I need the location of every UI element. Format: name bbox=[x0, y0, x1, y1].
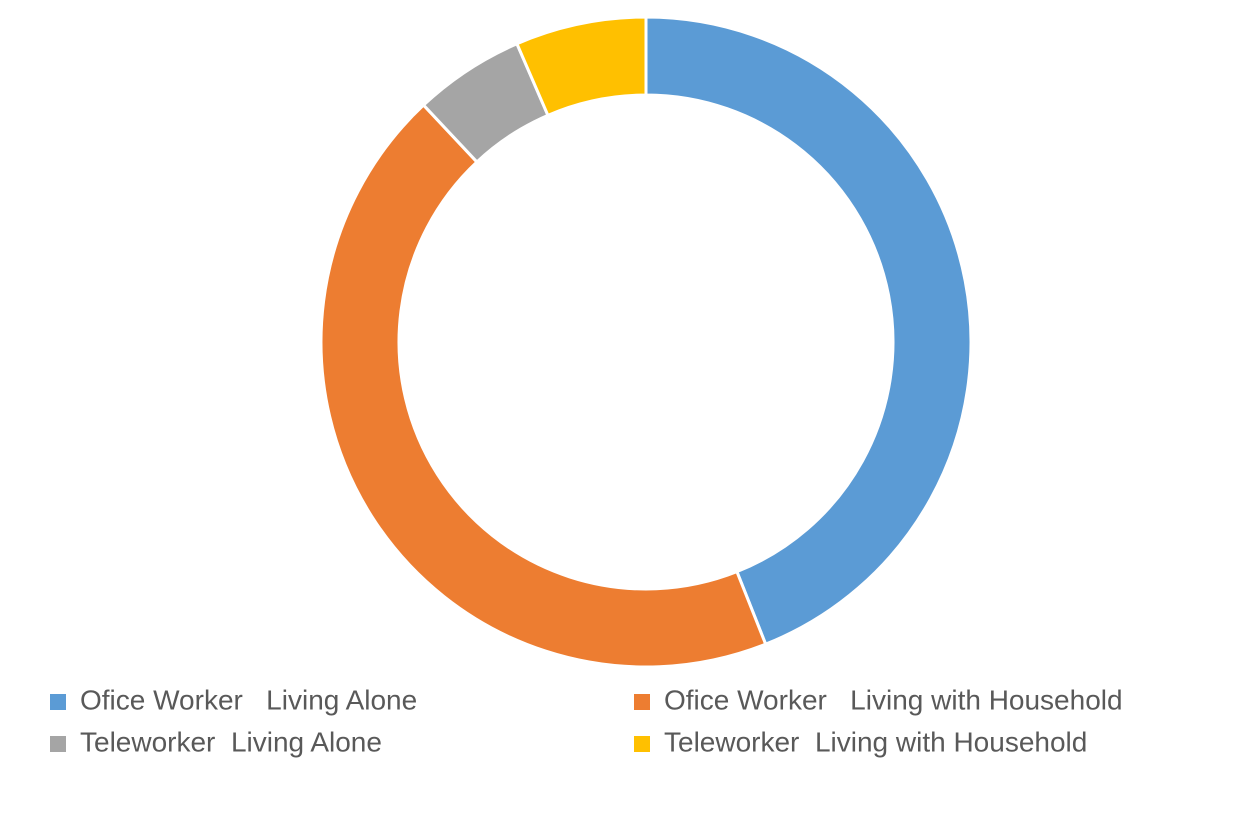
donut-slice bbox=[319, 102, 768, 669]
donut-slice bbox=[514, 15, 648, 118]
legend-swatch bbox=[634, 694, 650, 710]
legend-swatch bbox=[50, 736, 66, 752]
legend-label: Ofice Worker Living with Household bbox=[664, 684, 1123, 715]
legend-label: Teleworker Living with Household bbox=[664, 726, 1087, 757]
legend-swatch bbox=[634, 736, 650, 752]
legend-label: Teleworker Living Alone bbox=[80, 726, 382, 757]
legend-swatch bbox=[50, 694, 66, 710]
donut-slice bbox=[644, 15, 973, 647]
legend-label: Ofice Worker Living Alone bbox=[80, 684, 417, 715]
